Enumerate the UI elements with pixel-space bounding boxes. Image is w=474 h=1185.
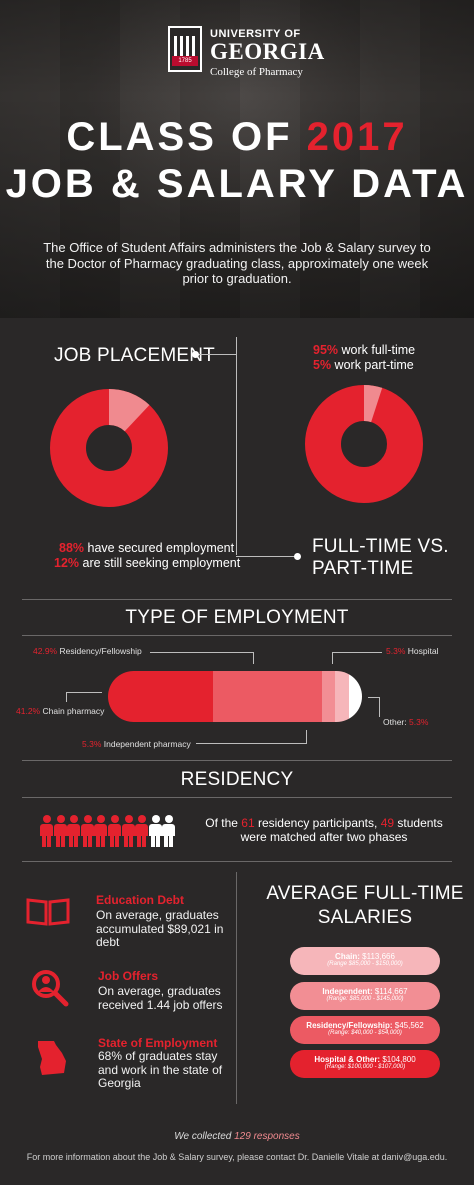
other-annotation: Other: 5.3% (383, 717, 429, 727)
independent-pharmacy-annotation: 5.3% Independent pharmacy (82, 739, 191, 749)
person-icon-matched (135, 815, 149, 847)
seeking-stat: 12% are still seeking employment (54, 556, 241, 570)
person-icon-matched (94, 815, 108, 847)
residency-title: RESIDENCY (180, 769, 294, 790)
salaries-title: AVERAGE FULL-TIME SALARIES (266, 883, 464, 928)
education-debt-text: On average, graduates accumulated $89,02… (96, 908, 224, 949)
person-icon-unmatched (148, 815, 162, 847)
salary-pill: Hospital & Other: $104,800 (Range: $100,0… (290, 1050, 440, 1078)
bullet-dot (192, 351, 199, 358)
georgia-state-icon (38, 1041, 66, 1075)
employment-segment-3 (335, 671, 349, 722)
employment-segment-1 (212, 671, 322, 722)
person-icon-matched (67, 815, 81, 847)
contact-note: For more information about the Job & Sal… (26, 1152, 448, 1162)
intro-text: The Office of Student Affairs administer… (43, 240, 431, 286)
person-icon-matched (80, 815, 94, 847)
state-employment-title: State of Employment (98, 1036, 218, 1050)
employment-type-bar (108, 671, 362, 722)
chain-pharmacy-annotation: 41.2% Chain pharmacy (16, 706, 105, 716)
person-icon-matched (53, 815, 67, 847)
secured-stat: 88% have secured employment (59, 541, 235, 555)
salary-pill: Residency/Fellowship: $45,562 (Range: $40… (290, 1016, 440, 1044)
employment-type-title: TYPE OF EMPLOYMENT (125, 607, 349, 628)
book-icon (26, 898, 70, 926)
responses-note: We collected 129 responses (174, 1131, 300, 1142)
arch-seal-icon: 1785 (168, 26, 202, 72)
education-debt-title: Education Debt (96, 893, 185, 907)
employment-segment-2 (321, 671, 336, 722)
job-offers-text: On average, graduates received 1.44 job … (98, 984, 223, 1012)
residency-fellowship-annotation: 42.9% Residency/Fellowship (33, 646, 142, 656)
person-icon-unmatched (162, 815, 176, 847)
hospital-annotation: 5.3% Hospital (386, 646, 439, 656)
fulltime-donut (305, 385, 423, 503)
job-placement-title: JOB PLACEMENT (54, 345, 215, 366)
university-label: UNIVERSITY OF (210, 28, 301, 40)
bullet-dot (294, 553, 301, 560)
fulltime-stat: 95% work full-time (313, 343, 416, 357)
parttime-stat: 5% work part-time (313, 358, 414, 372)
state-employment-text: 68% of graduates stay and work in the st… (98, 1049, 223, 1090)
salary-pill: Independent: $114,667 (Range: $85,000 - $… (290, 982, 440, 1010)
center-divider (236, 337, 237, 555)
page-title-line2: JOB & SALARY DATA (5, 162, 469, 206)
job-placement-donut (50, 389, 168, 507)
person-icon-matched (108, 815, 121, 847)
page-title-line1: CLASS OF 2017 (66, 115, 408, 159)
hero-background (0, 0, 474, 318)
donut-segment-parttime (305, 385, 423, 503)
employment-segment-0 (108, 671, 213, 722)
fulltime-title: FULL-TIME VS. PART-TIME (312, 536, 449, 579)
residency-text: Of the 61 residency participants, 49 stu… (205, 816, 443, 844)
job-offers-title: Job Offers (98, 969, 159, 983)
uga-logo: 1785 UNIVERSITY OF GEORGIA College of Ph… (168, 26, 328, 80)
salary-pill: Chain: $113,666 (Range $85,000 - $150,000… (290, 947, 440, 975)
georgia-label: GEORGIA (210, 39, 325, 64)
employment-segment-4 (348, 671, 362, 722)
donut-segment-seeking (50, 389, 168, 507)
person-icon-matched (121, 815, 135, 847)
job-search-icon (32, 970, 69, 1007)
college-label: College of Pharmacy (210, 66, 303, 78)
person-icon-matched (40, 815, 53, 847)
